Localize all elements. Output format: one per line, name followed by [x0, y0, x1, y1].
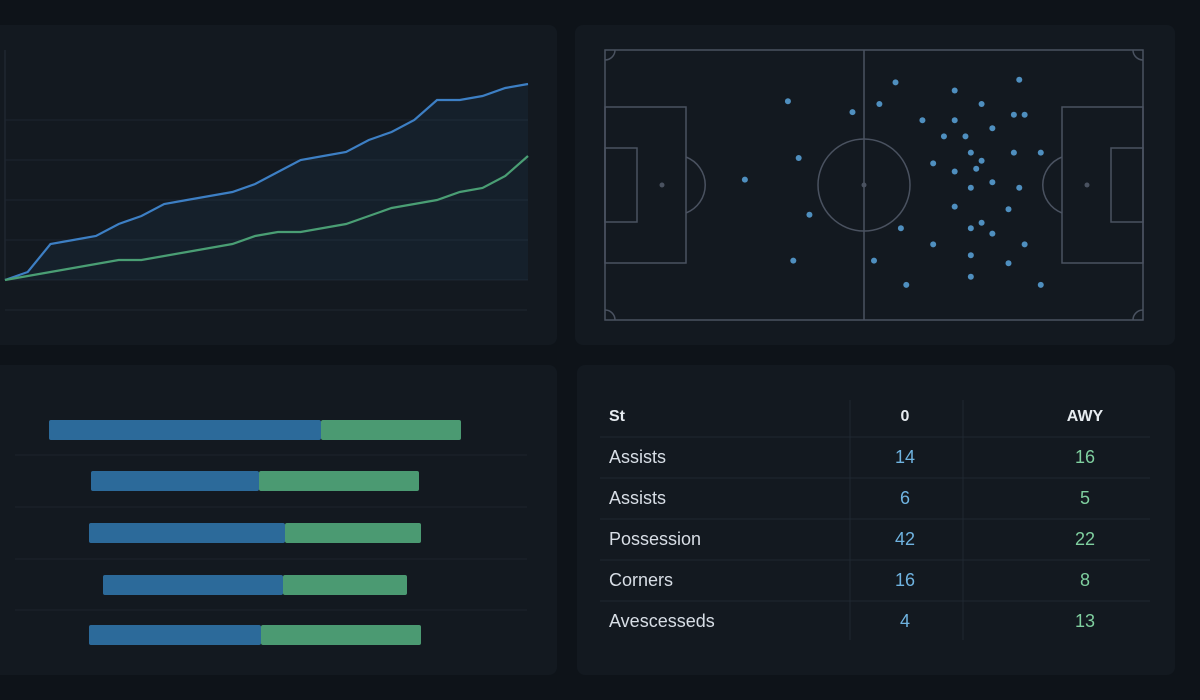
- point: [951, 117, 958, 124]
- table-header: AWY: [1067, 408, 1104, 425]
- bar-segment: [285, 523, 421, 543]
- point: [784, 98, 791, 105]
- point: [967, 184, 974, 191]
- table-cell: 4: [900, 611, 910, 631]
- table-cell: 16: [1075, 447, 1095, 467]
- point: [892, 79, 899, 86]
- point: [1021, 241, 1028, 248]
- point: [1037, 149, 1044, 156]
- point: [951, 168, 958, 175]
- point: [951, 87, 958, 94]
- table-cell: 5: [1080, 488, 1090, 508]
- bar-segment: [103, 575, 283, 595]
- table-lines: [600, 400, 1150, 640]
- table-cell: 14: [895, 447, 915, 467]
- point: [978, 101, 985, 107]
- point: [967, 149, 974, 156]
- point: [989, 179, 996, 186]
- panel: [0, 365, 557, 675]
- bar-segment: [49, 420, 321, 440]
- panel: [575, 25, 1175, 345]
- penalty-spot: [659, 182, 665, 188]
- bar-segment: [261, 625, 421, 645]
- penalty-spot: [1084, 182, 1090, 188]
- point: [1016, 184, 1023, 191]
- point: [989, 230, 996, 237]
- point: [930, 160, 937, 167]
- point: [919, 117, 926, 124]
- table-cell: Corners: [609, 570, 673, 590]
- bar-segment: [283, 575, 407, 595]
- point: [897, 225, 904, 232]
- table-header: St: [609, 408, 626, 425]
- bar-segment: [89, 625, 261, 645]
- point: [903, 281, 910, 288]
- table-cell: 13: [1075, 611, 1095, 631]
- bar-segment: [91, 471, 259, 491]
- table-cell: 6: [900, 488, 910, 508]
- point: [849, 109, 856, 116]
- bar-segment: [321, 420, 461, 440]
- bar-grid: [15, 454, 527, 611]
- center-spot: [861, 182, 867, 188]
- table-cell: 16: [895, 570, 915, 590]
- bar-segment: [89, 523, 285, 543]
- point: [978, 157, 985, 164]
- point: [930, 241, 937, 248]
- panel: [0, 25, 557, 345]
- table-cell: 42: [895, 529, 915, 549]
- point: [1021, 111, 1028, 118]
- point: [1010, 111, 1017, 118]
- point: [989, 125, 996, 132]
- point: [940, 133, 947, 140]
- table-cell: 8: [1080, 570, 1090, 590]
- point: [1005, 260, 1012, 267]
- point: [871, 257, 877, 264]
- point: [967, 273, 974, 280]
- point: [1037, 281, 1044, 288]
- point: [1016, 76, 1023, 83]
- point: [806, 211, 813, 218]
- point: [795, 155, 802, 161]
- point: [876, 101, 883, 107]
- panel: [577, 365, 1175, 675]
- table-header: 0: [901, 408, 910, 425]
- point: [962, 133, 969, 140]
- point: [967, 252, 974, 259]
- point: [790, 257, 797, 264]
- point: [1005, 206, 1012, 213]
- point: [951, 203, 958, 210]
- point: [978, 219, 985, 226]
- line: [4, 82, 529, 282]
- bar-segment: [259, 471, 419, 491]
- line: [4, 155, 529, 282]
- table-cell: 22: [1075, 529, 1095, 549]
- table-cell: Possession: [609, 529, 701, 549]
- point: [973, 165, 980, 172]
- point: [741, 176, 748, 183]
- area: [5, 84, 528, 280]
- point: [1010, 149, 1017, 156]
- point: [967, 225, 974, 232]
- table-cell: Avescesseds: [609, 611, 715, 631]
- table-cell: Assists: [609, 488, 666, 508]
- table-cell: Assists: [609, 447, 666, 467]
